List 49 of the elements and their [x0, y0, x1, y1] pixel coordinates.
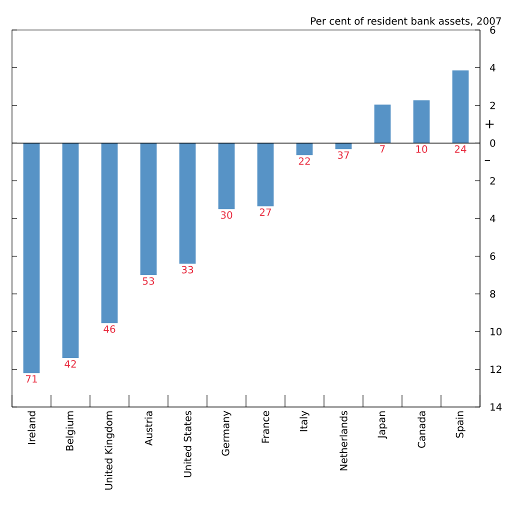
- y-tick-label: 0: [490, 139, 496, 147]
- annotation: 37: [338, 151, 349, 159]
- annotation: 24: [454, 145, 466, 153]
- y-tick-label: 12: [490, 366, 502, 373]
- annotation: 53: [142, 277, 154, 285]
- x-tick-label: Spain: [456, 411, 466, 438]
- x-tick-label: United States: [184, 411, 192, 478]
- x-tick-label: United Kingdom: [104, 411, 114, 490]
- y-tick-label: 6: [490, 26, 496, 34]
- annotation: 71: [26, 375, 37, 383]
- x-tick-label: Ireland: [28, 411, 36, 444]
- bar: [413, 100, 430, 144]
- annotation: 33: [182, 266, 194, 274]
- x-tick-label: Japan: [378, 411, 388, 439]
- y-tick-label: 8: [490, 290, 496, 298]
- bar: [101, 143, 118, 324]
- x-tick-label: France: [262, 411, 270, 443]
- annotation: 27: [260, 208, 271, 216]
- y-tick-label: 2: [490, 177, 495, 184]
- x-tick-label: Italy: [300, 410, 310, 432]
- annotation: 30: [220, 211, 232, 219]
- bar: [23, 143, 40, 374]
- annotation: 46: [104, 325, 116, 333]
- bar: [218, 143, 235, 210]
- bar: [179, 143, 196, 264]
- y-tick-label: 4: [490, 214, 496, 222]
- bar: [140, 143, 157, 276]
- x-tick-label: Canada: [418, 411, 426, 448]
- text: +: [486, 120, 494, 128]
- annotation: 7: [380, 145, 385, 153]
- bar: [257, 143, 274, 206]
- text: –: [484, 160, 490, 161]
- annotation: 42: [64, 360, 76, 368]
- x-tick-label: Belgium: [66, 411, 76, 450]
- bar: [296, 143, 313, 156]
- y-tick-label: 14: [490, 403, 502, 411]
- annotation: 22: [298, 157, 310, 165]
- y-tick-label: 6: [490, 252, 496, 260]
- x-tick-label: Germany: [222, 410, 232, 456]
- bar: [452, 70, 469, 144]
- y-tick-label: 4: [490, 64, 496, 72]
- x-tick-label: Netherlands: [340, 411, 348, 470]
- bar: [374, 104, 391, 144]
- bar: [62, 143, 79, 358]
- y-tick-label: 2: [490, 102, 495, 110]
- x-tick-label: Austria: [144, 411, 152, 446]
- chart-subtitle: Per cent of resident bank assets, 2007: [311, 17, 501, 26]
- y-tick-label: 10: [490, 328, 502, 336]
- annotation: 10: [416, 145, 428, 153]
